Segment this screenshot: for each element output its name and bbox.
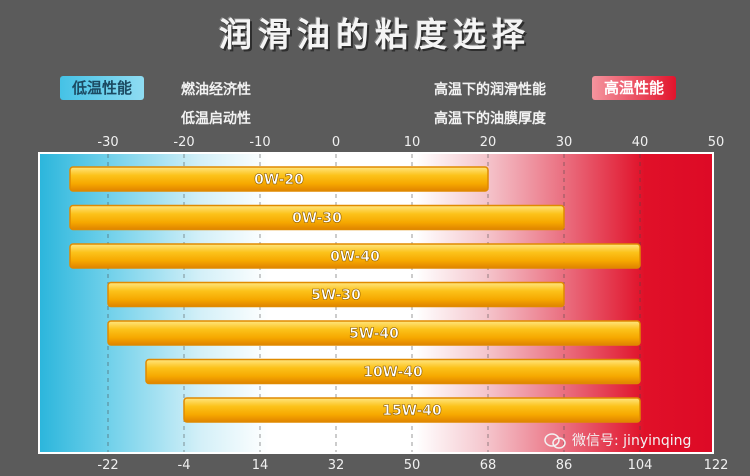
bar-label: 5W-40 bbox=[349, 326, 399, 342]
top-tick-label: 30 bbox=[555, 135, 573, 150]
bottom-tick-label: 122 bbox=[703, 458, 729, 473]
bar-0w-20 bbox=[69, 166, 489, 192]
wechat-icon bbox=[544, 433, 566, 449]
bottom-tick-label: -4 bbox=[177, 458, 191, 473]
low-item-cold-start: 低温启动性 bbox=[181, 111, 251, 127]
low-item-fuel-economy: 燃油经济性 bbox=[181, 82, 251, 98]
bottom-tick-label: -22 bbox=[97, 458, 119, 473]
top-tick-label: 20 bbox=[479, 135, 497, 150]
bar-5w-40 bbox=[107, 320, 641, 346]
watermark-text: 微信号: jinyinqing bbox=[572, 433, 692, 449]
top-tick-label: 0 bbox=[331, 135, 341, 150]
bar-15w-40 bbox=[183, 397, 641, 423]
bar-5w-30 bbox=[107, 281, 565, 308]
watermark: 微信号: jinyinqing bbox=[544, 430, 691, 450]
top-tick-label: 50 bbox=[707, 135, 725, 150]
bar-label: 0W-40 bbox=[330, 249, 380, 265]
low-temp-badge: 低温性能 bbox=[60, 76, 145, 100]
chart-title: 润滑油的粘度选择 bbox=[219, 15, 531, 54]
bar-label: 10W-40 bbox=[363, 365, 423, 381]
high-temp-badge: 高温性能 bbox=[592, 76, 677, 100]
bar-label: 5W-30 bbox=[311, 288, 361, 304]
bottom-tick-label: 14 bbox=[251, 458, 269, 473]
top-tick-label: -30 bbox=[97, 135, 119, 150]
chart-svg: 0W-20 0W-30 0W-40 5W-30 5W-40 10W-40 15W-40 bbox=[69, 154, 641, 452]
chart-plot-area: 0W-20 0W-30 0W-40 5W-30 5W-40 10W-40 15W-40 bbox=[38, 152, 714, 454]
bottom-tick-label: 50 bbox=[403, 458, 421, 473]
bar-10w-40 bbox=[145, 358, 641, 385]
top-tick-label: 10 bbox=[403, 135, 421, 150]
top-tick-label: -20 bbox=[173, 135, 195, 150]
top-tick-label: 40 bbox=[631, 135, 649, 150]
bottom-tick-label: 86 bbox=[555, 458, 573, 473]
bar-label: 15W-40 bbox=[382, 403, 442, 419]
high-item-film-thickness: 高温下的油膜厚度 bbox=[434, 111, 546, 127]
bottom-tick-label: 68 bbox=[479, 458, 497, 473]
bar-0w-40 bbox=[69, 243, 641, 269]
bottom-tick-label: 104 bbox=[627, 458, 653, 473]
bar-0w-30 bbox=[69, 204, 565, 231]
top-tick-label: -10 bbox=[249, 135, 271, 150]
bar-label: 0W-30 bbox=[292, 211, 342, 227]
high-item-lubrication: 高温下的润滑性能 bbox=[434, 82, 546, 98]
bottom-tick-label: 32 bbox=[327, 458, 345, 473]
bar-label: 0W-20 bbox=[254, 172, 304, 188]
